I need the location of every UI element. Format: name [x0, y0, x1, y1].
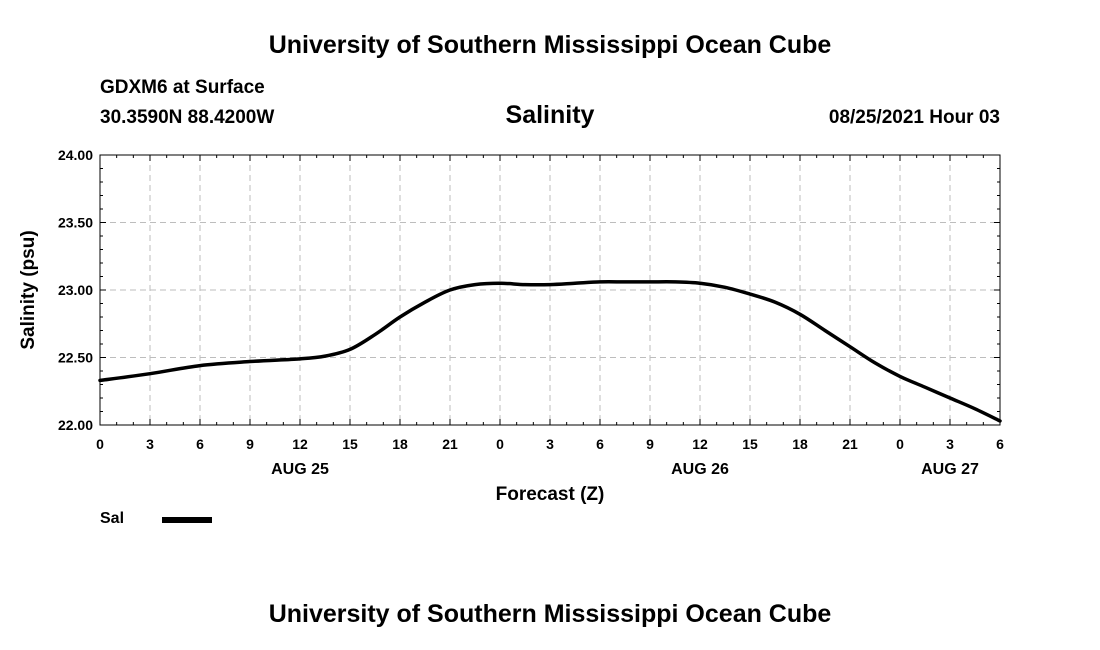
x-tick-label: 6 [996, 436, 1004, 452]
y-tick-label: 24.00 [58, 147, 93, 163]
y-tick-label: 22.50 [58, 350, 93, 366]
x-tick-label: 12 [692, 436, 708, 452]
grid-lines [100, 155, 1000, 425]
y-tick-labels: 22.00 22.50 23.00 23.50 24.00 [58, 147, 93, 433]
date-label: AUG 27 [921, 461, 979, 478]
chart-title: Salinity [505, 101, 595, 129]
x-tick-label: 3 [146, 436, 154, 452]
x-axis-label: Forecast (Z) [496, 484, 605, 505]
legend-label: Sal [100, 510, 125, 527]
date-label: AUG 26 [671, 461, 729, 478]
series-group [98, 280, 1002, 423]
x-tick-label: 9 [246, 436, 254, 452]
x-tick-label: 21 [442, 436, 458, 452]
run-time-label: 08/25/2021 Hour 03 [828, 107, 1000, 128]
x-tick-label: 3 [546, 436, 554, 452]
x-tick-label: 21 [842, 436, 858, 452]
x-tick-label: 0 [896, 436, 904, 452]
y-axis-label: Salinity (psu) [18, 230, 39, 349]
x-tick-label: 3 [946, 436, 954, 452]
y-tick-label: 23.50 [58, 215, 93, 231]
x-tick-labels: 0 3 6 9 12 15 18 21 0 3 6 9 12 15 18 21 0 3 6 [96, 436, 1004, 452]
x-tick-label: 6 [196, 436, 204, 452]
legend-swatch [162, 517, 212, 523]
axis-ticks [99, 154, 1001, 426]
y-tick-label: 23.00 [58, 282, 93, 298]
x-tick-label: 9 [646, 436, 654, 452]
x-tick-label: 0 [96, 436, 104, 452]
date-label: AUG 25 [271, 461, 329, 478]
x-tick-label: 6 [596, 436, 604, 452]
x-tick-label: 12 [292, 436, 308, 452]
y-tick-label: 22.00 [58, 417, 93, 433]
coordinates-label: 30.3590N 88.4200W [100, 107, 275, 128]
series-line-salinity [98, 280, 1002, 423]
x-tick-label: 15 [342, 436, 358, 452]
x-tick-label: 18 [392, 436, 408, 452]
x-tick-label: 18 [792, 436, 808, 452]
date-labels: AUG 25 AUG 26 AUG 27 [271, 461, 979, 478]
station-label: GDXM6 at Surface [100, 77, 265, 98]
banner-title-top: University of Southern Mississippi Ocean… [268, 31, 832, 59]
x-tick-label: 0 [496, 436, 504, 452]
x-tick-label: 15 [742, 436, 758, 452]
banner-title-bottom: University of Southern Mississippi Ocean… [268, 600, 832, 628]
